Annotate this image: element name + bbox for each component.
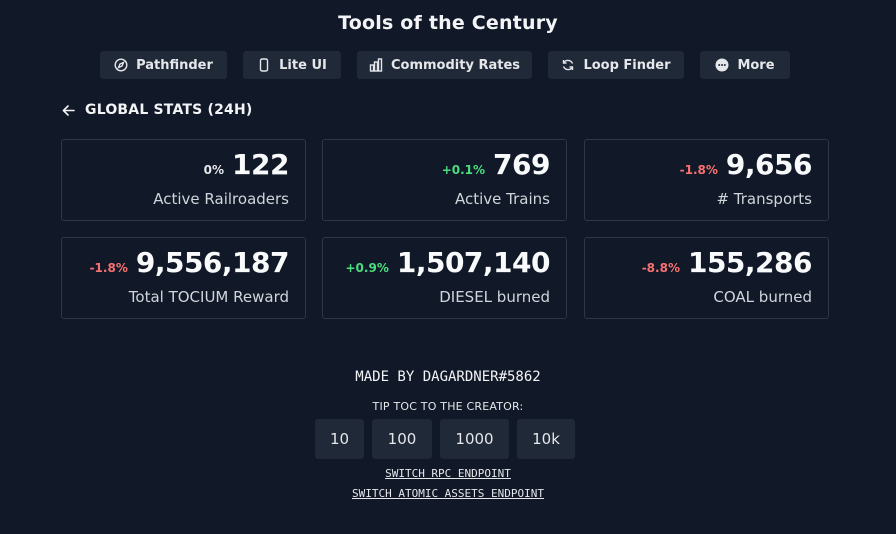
- stat-label: COAL burned: [713, 288, 812, 306]
- nav-lite-ui-label: Lite UI: [279, 57, 327, 73]
- stat-delta: 0%: [203, 163, 225, 177]
- stat-value: 769: [493, 148, 550, 181]
- compass-icon: [114, 58, 128, 72]
- stat-value: 9,556,187: [135, 246, 290, 279]
- nav-pathfinder-label: Pathfinder: [136, 57, 213, 73]
- stat-value: 1,507,140: [396, 246, 551, 279]
- tip-100-button[interactable]: 100: [372, 419, 432, 459]
- more-icon: [715, 58, 729, 72]
- stat-card-active-railroaders: 0% 122 Active Railroaders: [61, 139, 306, 221]
- nav-pathfinder-button[interactable]: Pathfinder: [100, 51, 227, 79]
- stat-delta: +0.9%: [345, 261, 389, 275]
- tip-label: TIP TOC TO THE CREATOR:: [372, 400, 524, 413]
- stat-value: 9,656: [725, 148, 813, 181]
- nav-lite-ui-button[interactable]: Lite UI: [243, 51, 341, 79]
- arrow-left-icon[interactable]: [61, 103, 76, 118]
- stat-label: Active Railroaders: [153, 190, 289, 208]
- nav-loop-finder-button[interactable]: Loop Finder: [548, 51, 684, 79]
- stat-card-tocium-reward: -1.8% 9,556,187 Total TOCIUM Reward: [61, 237, 306, 319]
- nav-commodity-rates-button[interactable]: Commodity Rates: [357, 51, 532, 79]
- switch-atomic-link[interactable]: SWITCH ATOMIC ASSETS ENDPOINT: [351, 487, 545, 500]
- made-by-credit: MADE BY DAGARDNER#5862: [355, 369, 541, 385]
- section-title: GLOBAL STATS (24H): [85, 102, 253, 118]
- stat-delta: +0.1%: [441, 163, 486, 177]
- stat-value: 122: [232, 148, 289, 181]
- nav-more-label: More: [737, 57, 775, 73]
- stat-card-transports: -1.8% 9,656 # Transports: [584, 139, 829, 221]
- stat-label: Total TOCIUM Reward: [128, 288, 289, 306]
- section-header: GLOBAL STATS (24H): [61, 100, 253, 120]
- stat-delta: -1.8%: [89, 261, 128, 275]
- stat-label: Active Trains: [455, 190, 550, 208]
- stat-label: # Transports: [716, 190, 812, 208]
- bar-chart-icon: [369, 58, 383, 72]
- page-title: Tools of the Century: [338, 12, 558, 34]
- top-nav: Pathfinder Lite UI Commodity Rates Loop …: [0, 51, 896, 79]
- nav-loop-finder-label: Loop Finder: [583, 57, 671, 73]
- mobile-icon: [259, 58, 269, 72]
- refresh-icon: [563, 59, 574, 71]
- nav-more-button[interactable]: More: [700, 51, 790, 79]
- switch-rpc-link[interactable]: SWITCH RPC ENDPOINT: [385, 467, 511, 480]
- stat-delta: -1.8%: [679, 163, 718, 177]
- stat-label: DIESEL burned: [439, 288, 550, 306]
- stat-card-active-trains: +0.1% 769 Active Trains: [322, 139, 567, 221]
- tip-10-button[interactable]: 10: [315, 419, 364, 459]
- switch-atomic-row: SWITCH ATOMIC ASSETS ENDPOINT: [0, 487, 896, 500]
- stat-card-diesel-burned: +0.9% 1,507,140 DIESEL burned: [322, 237, 567, 319]
- stat-delta: -8.8%: [641, 261, 680, 275]
- tip-10k-button[interactable]: 10k: [517, 419, 575, 459]
- switch-rpc-row: SWITCH RPC ENDPOINT: [0, 467, 896, 480]
- stat-value: 155,286: [687, 246, 813, 279]
- nav-commodity-rates-label: Commodity Rates: [390, 57, 521, 73]
- tip-1000-button[interactable]: 1000: [440, 419, 509, 459]
- stat-card-coal-burned: -8.8% 155,286 COAL burned: [584, 237, 829, 319]
